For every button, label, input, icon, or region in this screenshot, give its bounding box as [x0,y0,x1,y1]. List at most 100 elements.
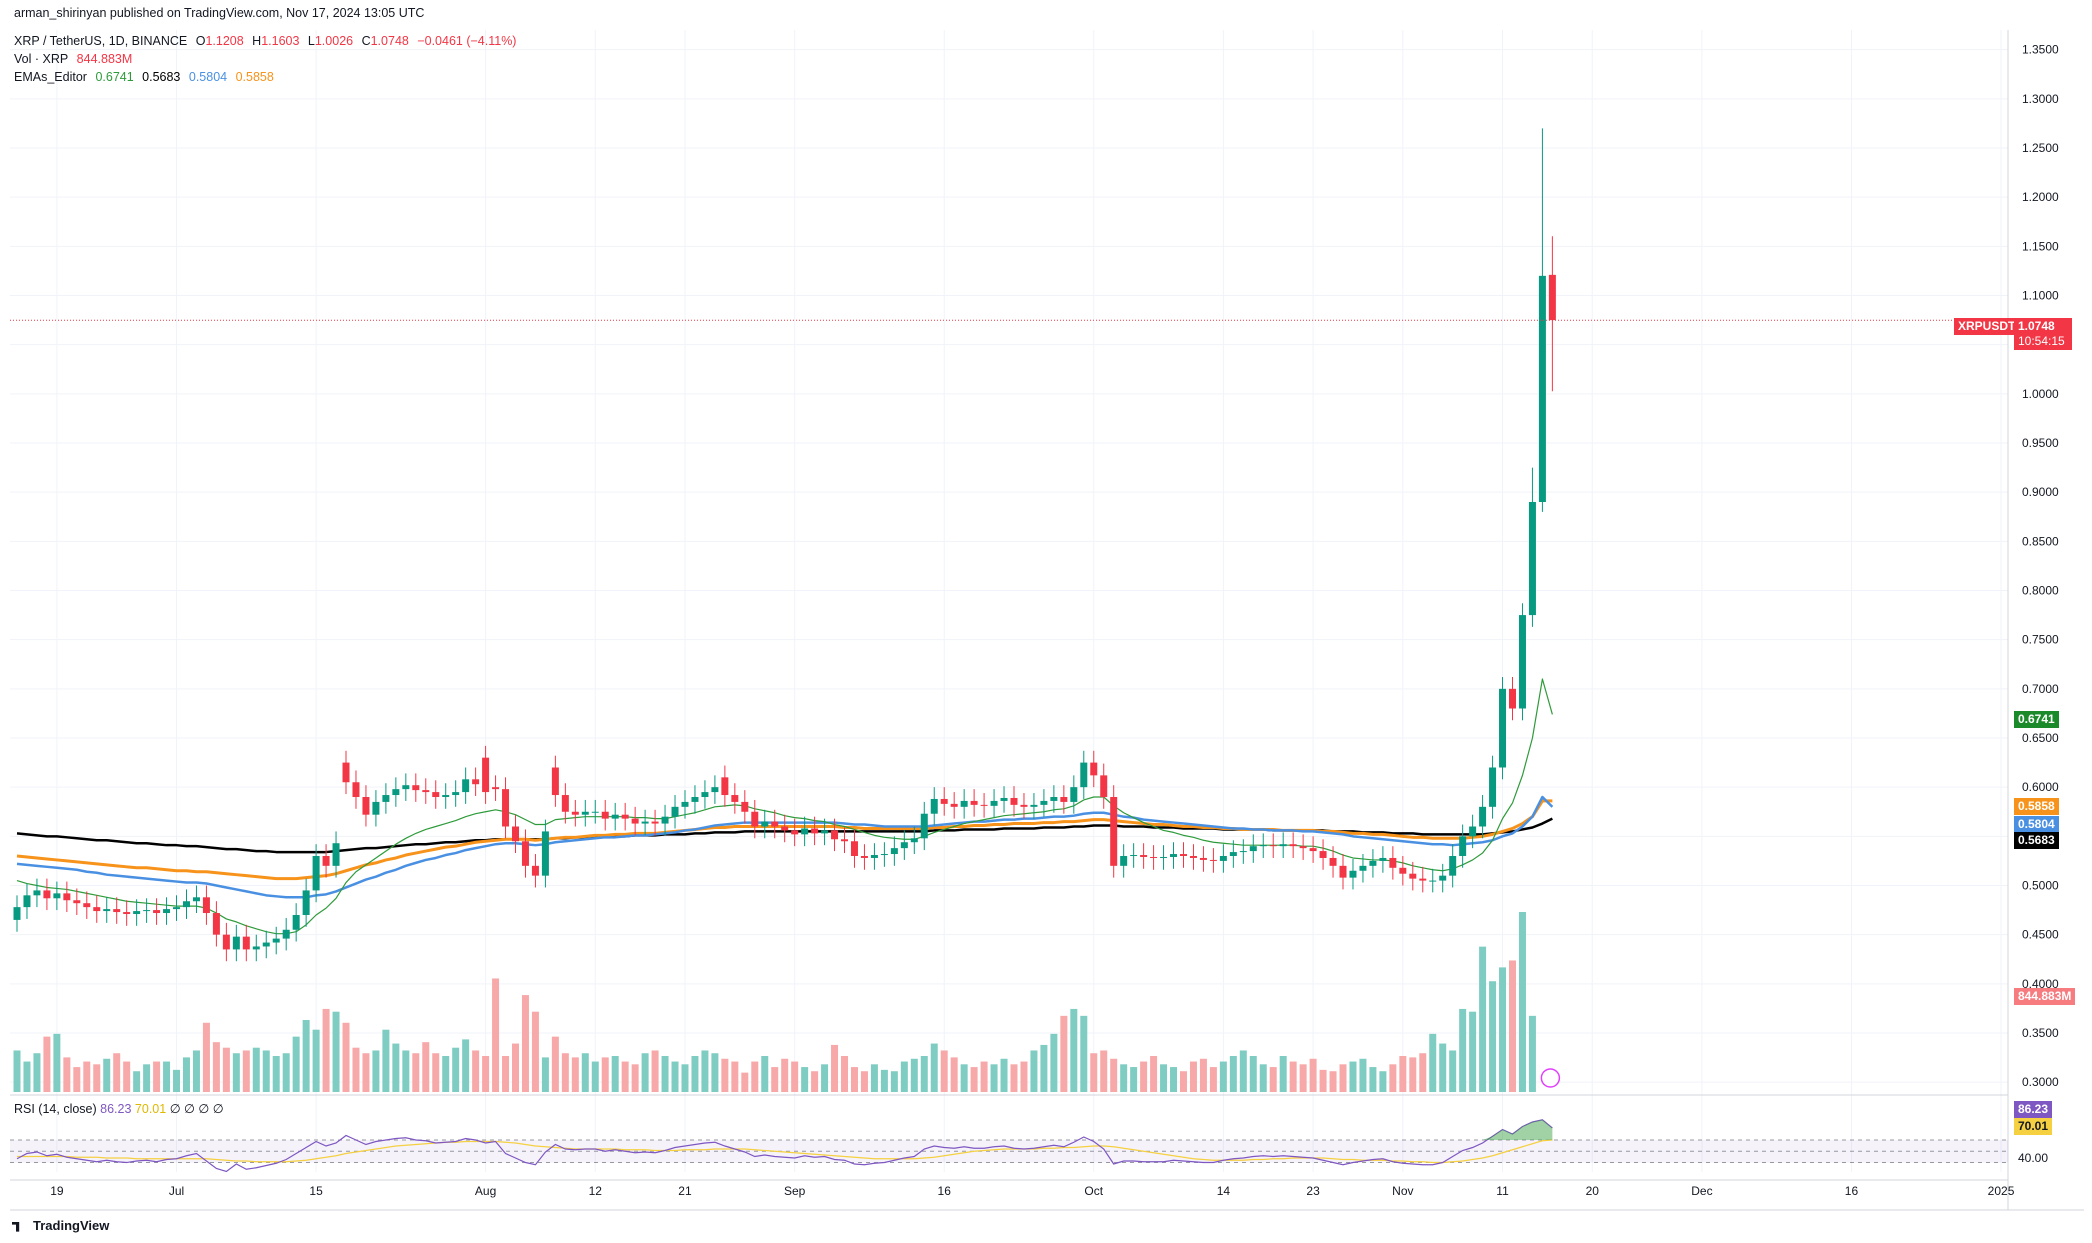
x-tick-label: Dec [1691,1184,1712,1198]
volume-bar [1449,1050,1457,1092]
ema-legend[interactable]: EMAs_Editor 0.6741 0.5683 0.5804 0.5858 [14,70,279,84]
volume-legend[interactable]: Vol · XRP 844.883M [14,52,137,66]
y-tick-label: 1.3000 [2022,92,2059,106]
candle-body [282,929,290,939]
ema-orange-tag: 0.5858 [2014,798,2059,815]
y-tick-label: 0.7500 [2022,633,2059,647]
volume-bar [1189,1061,1197,1092]
symbol-legend[interactable]: XRP / TetherUS, 1D, BINANCE O1.1208 H1.1… [14,34,521,48]
y-tick-label: 0.4000 [2022,977,2059,991]
candle-body [342,762,350,783]
candle-body [252,946,260,950]
volume-bar [880,1069,888,1092]
candle-body [741,801,749,812]
candle-body [1229,852,1237,856]
candle-body [1329,857,1337,866]
volume-bar [272,1056,280,1092]
volume-bar [1010,1064,1018,1092]
volume-bar [342,1022,350,1092]
y-tick-label: 0.8500 [2022,534,2059,548]
volume-bar [1060,1015,1068,1092]
volume-bar [192,1050,200,1092]
y-tick-label: 1.1000 [2022,289,2059,303]
candle-body [1449,856,1457,876]
volume-bar [601,1057,609,1092]
candle-body [402,785,410,790]
volume-bar [721,1058,729,1092]
candle-body [960,800,968,807]
volume-bar [512,1043,519,1092]
candle-body [1489,767,1497,807]
candle-body [232,936,240,950]
volume-bar [1319,1069,1327,1092]
candle-body [212,913,220,935]
candle-body [272,938,280,943]
candle-body [671,806,679,817]
volume-bar [561,1053,569,1092]
volume-bar [811,1071,819,1092]
x-tick-label: 19 [50,1184,64,1198]
volume-bar [761,1056,769,1092]
volume-bar [83,1061,91,1092]
volume-bar [771,1067,779,1092]
candle-body [472,779,480,785]
candle-body [1419,878,1427,881]
volume-bar [1469,1011,1477,1092]
candle-body [890,848,898,855]
candle-body [123,912,131,915]
x-tick-label: Sep [784,1184,806,1198]
volume-bar [1000,1058,1008,1092]
candle-body [492,787,500,790]
volume-bar [1439,1043,1447,1092]
y-tick-label: 0.3500 [2022,1026,2059,1040]
candle-body [173,907,181,910]
y-tick-label: 0.8000 [2022,584,2059,598]
tradingview-brand[interactable]: TradingView [12,1218,109,1233]
low-label: L [307,34,315,48]
volume-bar [801,1067,809,1092]
candle-body [53,893,61,899]
volume-bar [1130,1067,1138,1092]
volume-bar [1219,1061,1227,1092]
candle-body [1509,688,1516,709]
candle-body [73,900,81,904]
high-label: H [252,34,262,48]
volume-bar [631,1064,639,1092]
rsi-extra: ∅ ∅ ∅ ∅ [169,1102,224,1116]
candle-body [153,910,161,914]
candle-body [691,797,699,802]
candle-body [93,907,101,912]
y-tick-label: 1.3500 [2022,43,2059,57]
volume-bar [1090,1053,1098,1092]
volume-bar [212,1042,220,1092]
volume-bar [591,1061,599,1092]
x-tick-label: 11 [1496,1184,1509,1198]
candle-body [502,789,510,827]
volume-bar [1279,1056,1287,1092]
candle-body [262,942,270,947]
volume-bar [143,1064,151,1092]
ema-label: EMAs_Editor [14,70,87,84]
symbol-title: XRP / TetherUS, 1D, BINANCE [14,34,188,48]
volume-bar [1110,1058,1118,1092]
rsi-legend[interactable]: RSI (14, close) 86.23 70.01 ∅ ∅ ∅ ∅ [14,1101,224,1116]
volume-bar [1100,1050,1108,1092]
rsi-band [10,1140,2008,1163]
volume-bar [153,1061,161,1092]
candle-body [531,865,539,876]
volume-bar [990,1064,998,1092]
volume-bar [1389,1064,1397,1092]
volume-bar [242,1050,250,1092]
volume-bar [950,1057,958,1092]
candle-body [1289,844,1297,847]
candle-body [412,785,420,791]
volume-bar [462,1039,470,1092]
candle-body [811,828,819,834]
candle-body [1469,826,1477,837]
volume-bar [252,1047,260,1092]
rsi-value: 86.23 [100,1102,132,1116]
volume-bar [1070,1008,1078,1092]
candle-body [980,804,988,806]
volume-bar [1209,1067,1217,1092]
